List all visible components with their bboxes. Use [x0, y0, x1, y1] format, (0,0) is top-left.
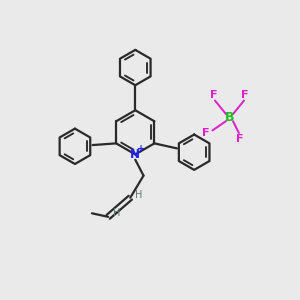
Text: N: N	[130, 148, 140, 161]
Text: F: F	[236, 134, 244, 144]
Text: F: F	[202, 128, 210, 138]
Text: H: H	[135, 190, 142, 200]
Text: B: B	[225, 111, 234, 124]
Text: F: F	[241, 90, 249, 100]
Text: +: +	[136, 143, 145, 154]
Text: F: F	[210, 90, 218, 100]
Text: H: H	[113, 208, 120, 218]
